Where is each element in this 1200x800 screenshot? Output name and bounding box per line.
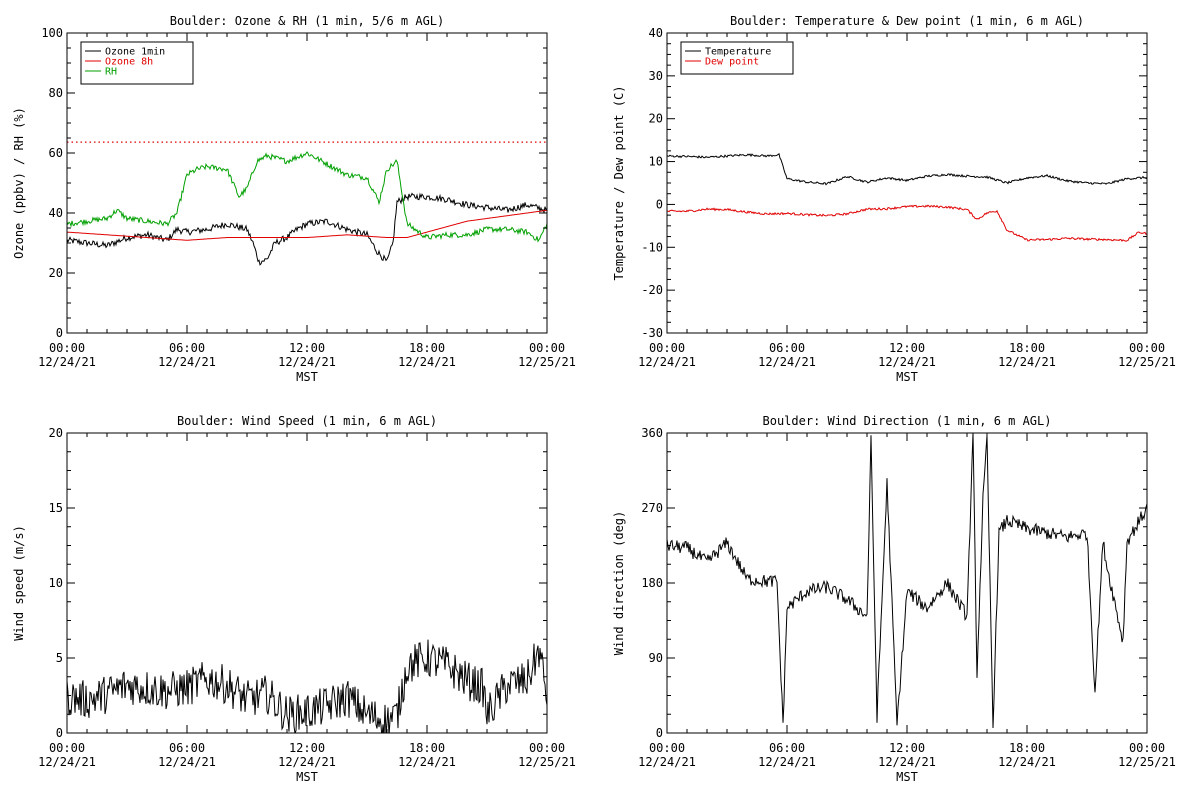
- x-tick-label-time: 06:00: [769, 741, 805, 755]
- y-axis-label: Wind speed (m/s): [12, 525, 26, 641]
- x-tick-label-time: 06:00: [169, 741, 205, 755]
- x-tick-label-date: 12/24/21: [278, 755, 336, 769]
- y-tick-label: 40: [49, 206, 63, 220]
- x-tick-label-date: 12/24/21: [758, 355, 816, 369]
- x-axis-label: MST: [296, 370, 318, 384]
- legend-entry: Dew point: [705, 57, 759, 68]
- x-axis-label: MST: [896, 770, 918, 784]
- legend-entry: Ozone 8h: [105, 57, 153, 68]
- x-axis-label: MST: [296, 770, 318, 784]
- temperature-dewpoint-panel: Boulder: Temperature & Dew point (1 min,…: [612, 14, 1176, 384]
- wind-speed-panel: Boulder: Wind Speed (1 min, 6 m AGL) 0 5 10…: [12, 414, 576, 784]
- x-tick-label-time: 18:00: [1009, 741, 1045, 755]
- plot-frame: [666, 32, 1148, 334]
- x-tick-label-date: 12/24/21: [278, 355, 336, 369]
- y-tick-label: 10: [49, 576, 63, 590]
- x-tick-label-time: 00:00: [49, 341, 85, 355]
- x-tick-label-time: 12:00: [889, 741, 925, 755]
- y-axis-label: Temperature / Dew point (C): [612, 85, 626, 280]
- x-tick-label-time: 06:00: [169, 341, 205, 355]
- x-tick-label-date: 12/24/21: [638, 355, 696, 369]
- x-tick-label-time: 00:00: [649, 341, 685, 355]
- y-tick-label: 360: [641, 426, 663, 440]
- y-tick-label: 0: [56, 726, 63, 740]
- y-tick-label: 15: [49, 501, 63, 515]
- y-tick-label: 180: [641, 576, 663, 590]
- y-tick-label: 60: [49, 146, 63, 160]
- y-tick-label: 20: [49, 266, 63, 280]
- chart-title: Boulder: Wind Direction (1 min, 6 m AGL): [763, 414, 1052, 428]
- y-tick-label: 0: [656, 726, 663, 740]
- series-line-dew-point: [667, 204, 1147, 242]
- x-tick-label-time: 00:00: [529, 741, 565, 755]
- y-axis-label: Ozone (ppbv) / RH (%): [12, 107, 26, 259]
- y-tick-label: 5: [56, 651, 63, 665]
- x-tick-label-date: 12/25/21: [518, 755, 576, 769]
- series-line-wspd: [67, 639, 547, 733]
- plot-frame: [666, 432, 1148, 734]
- x-tick-label-date: 12/24/21: [998, 755, 1056, 769]
- x-tick-label-date: 12/24/21: [878, 355, 936, 369]
- chart-title: Boulder: Temperature & Dew point (1 min,…: [730, 14, 1084, 28]
- x-tick-label-date: 12/24/21: [38, 755, 96, 769]
- y-tick-label: 0: [56, 326, 63, 340]
- series-line-ozone-1min: [67, 192, 547, 266]
- x-tick-label-date: 12/24/21: [878, 755, 936, 769]
- legend-entry: Temperature: [705, 47, 771, 58]
- series-line-wdir: [667, 433, 1147, 729]
- y-tick-label: 40: [649, 26, 663, 40]
- x-tick-label-date: 12/24/21: [998, 355, 1056, 369]
- x-tick-label-date: 12/24/21: [398, 755, 456, 769]
- x-tick-label-time: 00:00: [49, 741, 85, 755]
- y-tick-label: 30: [649, 69, 663, 83]
- x-tick-label-time: 18:00: [1009, 341, 1045, 355]
- plot-frame: [66, 432, 548, 734]
- y-tick-label: 270: [641, 501, 663, 515]
- y-tick-label: 20: [49, 426, 63, 440]
- chart-title: Boulder: Wind Speed (1 min, 6 m AGL): [177, 414, 437, 428]
- legend-entry: RH: [105, 67, 117, 78]
- series-line-rh: [67, 151, 547, 243]
- x-tick-label-date: 12/25/21: [518, 355, 576, 369]
- x-tick-label-date: 12/25/21: [1118, 755, 1176, 769]
- x-tick-label-time: 06:00: [769, 341, 805, 355]
- y-tick-label: 90: [649, 651, 663, 665]
- y-tick-label: -30: [641, 326, 663, 340]
- x-tick-label-date: 12/24/21: [158, 755, 216, 769]
- y-tick-label: -20: [641, 283, 663, 297]
- x-axis-label: MST: [896, 370, 918, 384]
- series-line-temperature: [667, 152, 1147, 186]
- x-tick-label-date: 12/24/21: [638, 755, 696, 769]
- x-tick-label-date: 12/24/21: [158, 355, 216, 369]
- x-tick-label-time: 00:00: [1129, 741, 1165, 755]
- y-axis-label: Wind direction (deg): [612, 511, 626, 656]
- y-tick-label: 80: [49, 86, 63, 100]
- y-tick-label: 20: [649, 112, 663, 126]
- wind-direction-panel: Boulder: Wind Direction (1 min, 6 m AGL)…: [612, 414, 1176, 784]
- x-tick-label-date: 12/25/21: [1118, 355, 1176, 369]
- x-tick-label-time: 12:00: [289, 341, 325, 355]
- legend-entry: Ozone 1min: [105, 47, 165, 58]
- x-tick-label-time: 00:00: [649, 741, 685, 755]
- ozone-rh-panel: Boulder: Ozone & RH (1 min, 5/6 m AGL) 0 2…: [12, 14, 576, 384]
- x-tick-label-time: 18:00: [409, 341, 445, 355]
- y-tick-label: 100: [41, 26, 63, 40]
- x-tick-label-date: 12/24/21: [38, 355, 96, 369]
- series-line-ozone-8h: [67, 209, 547, 241]
- x-tick-label-date: 12/24/21: [398, 355, 456, 369]
- x-tick-label-time: 18:00: [409, 741, 445, 755]
- x-tick-label-time: 12:00: [289, 741, 325, 755]
- y-tick-label: -10: [641, 240, 663, 254]
- x-tick-label-date: 12/24/21: [758, 755, 816, 769]
- y-tick-label: 0: [656, 197, 663, 211]
- legend-box: [80, 41, 194, 85]
- x-tick-label-time: 00:00: [1129, 341, 1165, 355]
- y-tick-label: 10: [649, 155, 663, 169]
- x-tick-label-time: 12:00: [889, 341, 925, 355]
- x-tick-label-time: 00:00: [529, 341, 565, 355]
- chart-title: Boulder: Ozone & RH (1 min, 5/6 m AGL): [170, 14, 445, 28]
- legend-box: [680, 41, 794, 75]
